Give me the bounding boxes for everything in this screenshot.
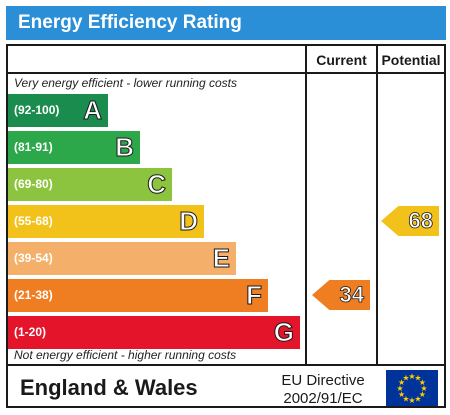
eu-star: ★ bbox=[398, 390, 405, 399]
band-range-label: (69-80) bbox=[14, 177, 53, 191]
eu-star: ★ bbox=[419, 390, 426, 399]
footer-country: England & Wales bbox=[20, 375, 198, 400]
header-divider bbox=[8, 72, 444, 74]
band-range-label: (21-38) bbox=[14, 288, 53, 302]
column-header-current: Current bbox=[316, 52, 367, 68]
band-c: (69-80) C bbox=[8, 168, 172, 201]
band-letter-label: G bbox=[273, 317, 294, 348]
band-letter-label: F bbox=[246, 280, 263, 311]
band-range-label: (1-20) bbox=[14, 325, 47, 339]
band-letter-label: B bbox=[115, 132, 135, 163]
band-letter-label: A bbox=[83, 95, 103, 126]
eu-star: ★ bbox=[420, 384, 427, 393]
eu-star: ★ bbox=[414, 374, 421, 383]
eu-star: ★ bbox=[396, 384, 403, 393]
current-rating-arrow: 34 bbox=[312, 280, 370, 310]
band-letter-label: D bbox=[179, 206, 199, 237]
footer-divider bbox=[8, 364, 444, 366]
divider-current-potential bbox=[376, 46, 378, 366]
potential-rating-arrow-value: 68 bbox=[408, 208, 433, 234]
note-efficient: Very energy efficient - lower running co… bbox=[14, 76, 237, 90]
band-b: (81-91) B bbox=[8, 131, 140, 164]
band-g: (1-20) G bbox=[8, 316, 300, 349]
eu-star: ★ bbox=[402, 374, 409, 383]
directive-line-1: EU Directive bbox=[281, 372, 365, 389]
eu-star: ★ bbox=[398, 378, 405, 387]
rating-frame: Current Potential Very energy efficient … bbox=[6, 44, 446, 408]
eu-star: ★ bbox=[414, 394, 421, 403]
band-letter-label: E bbox=[212, 243, 230, 274]
eu-star: ★ bbox=[408, 396, 415, 405]
band-e: (39-54) E bbox=[8, 242, 236, 275]
band-range-label: (81-91) bbox=[14, 140, 53, 154]
band-range-label: (39-54) bbox=[14, 251, 53, 265]
footer-directive: EU Directive 2002/91/EC bbox=[263, 372, 383, 408]
potential-rating-arrow: 68 bbox=[381, 206, 439, 236]
chart-title: Energy Efficiency Rating bbox=[6, 6, 446, 40]
column-header-potential: Potential bbox=[381, 52, 441, 68]
eu-star: ★ bbox=[402, 394, 409, 403]
directive-line-2: 2002/91/EC bbox=[283, 390, 363, 407]
divider-bands-current bbox=[305, 46, 307, 366]
eu-star: ★ bbox=[408, 372, 415, 381]
band-d: (55-68) D bbox=[8, 205, 204, 238]
band-range-label: (92-100) bbox=[14, 103, 60, 117]
note-inefficient: Not energy efficient - higher running co… bbox=[14, 348, 237, 362]
band-range-label: (55-68) bbox=[14, 214, 53, 228]
band-a: (92-100) A bbox=[8, 94, 108, 127]
eu-star: ★ bbox=[419, 378, 426, 387]
band-letter-label: C bbox=[147, 169, 167, 200]
current-rating-arrow-value: 34 bbox=[339, 282, 364, 308]
band-f: (21-38) F bbox=[8, 279, 268, 312]
eu-flag-icon: ★ ★ ★ ★ ★ ★ ★ ★ ★ ★ ★ ★ bbox=[386, 370, 438, 406]
